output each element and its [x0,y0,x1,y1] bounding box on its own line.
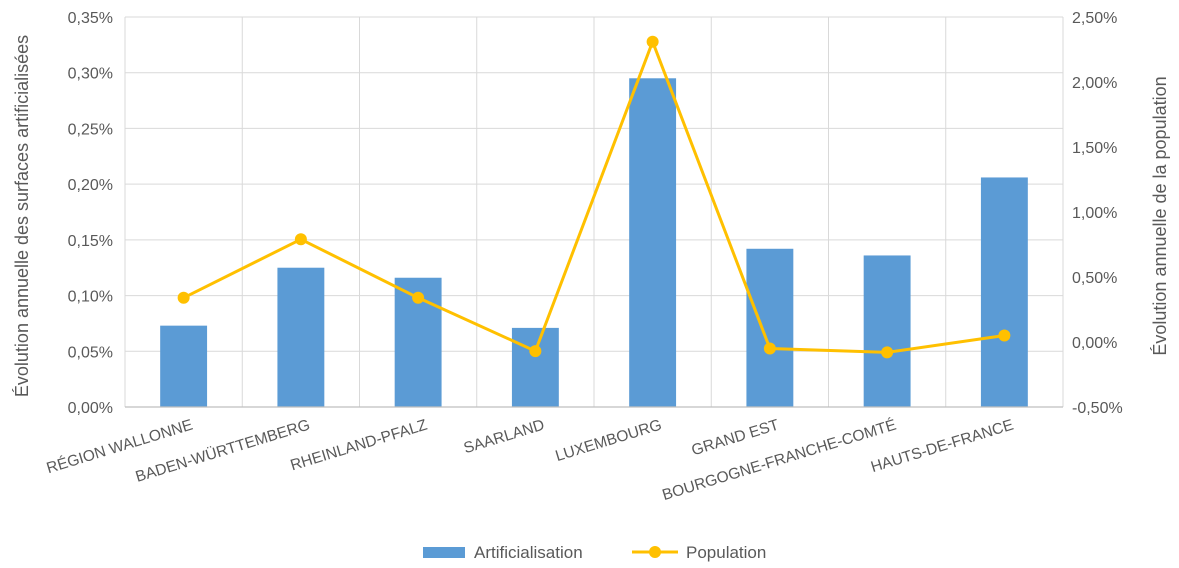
bar-artificialisation [160,325,208,407]
bar-artificialisation [511,327,559,407]
bar-artificialisation [980,177,1028,407]
y-tick-label: 0,10% [68,289,113,306]
point-population [998,329,1011,342]
legend-swatch-artificialisation [423,547,465,558]
bar-artificialisation [863,255,911,407]
y2-tick-label: -0,50% [1072,400,1123,417]
y-tick-label: 0,00% [68,400,113,417]
bar-artificialisation [629,78,677,408]
y-tick-label: 0,20% [68,177,113,194]
axis-layer: 0,00% 0,05% 0,10% 0,15% 0,20% 0,25% 0,30% 0,35%… [45,10,1123,504]
legend-marker-population [649,546,661,558]
point-population [881,346,894,359]
legend: Artificialisation Population [423,543,766,562]
bar-artificialisation [746,248,794,407]
point-population [646,35,659,48]
y-tick-label: 0,25% [68,121,113,138]
y2-tick-label: 1,00% [1072,205,1117,222]
y-axis-title: Évolution annuelle des surfaces artifici… [12,35,32,397]
x-tick-label: LUXEMBOURG [553,417,663,465]
y2-tick-label: 0,00% [1072,335,1117,352]
point-population [294,233,307,246]
point-population [412,291,425,304]
y2-axis-title: Évolution annuelle de la population [1150,76,1170,355]
point-population [529,345,542,358]
x-tick-label: GRAND EST [690,416,782,459]
y-tick-label: 0,35% [68,10,113,27]
point-population [763,342,776,355]
bar-artificialisation [277,267,325,407]
y2-tick-label: 2,00% [1072,75,1117,92]
y-tick-label: 0,30% [68,66,113,83]
y-tick-label: 0,05% [68,344,113,361]
point-population [177,291,190,304]
legend-label-population: Population [686,543,766,562]
y2-tick-label: 2,50% [1072,10,1117,27]
series-line-population [182,40,1005,354]
grid-layer [124,16,1064,407]
line-layer [177,35,1011,359]
x-tick-label: SAARLAND [462,417,547,458]
y2-tick-label: 0,50% [1072,270,1117,287]
bar-layer [160,78,1028,408]
legend-label-artificialisation: Artificialisation [474,543,583,562]
y-tick-label: 0,15% [68,233,113,250]
y2-tick-label: 1,50% [1072,140,1117,157]
